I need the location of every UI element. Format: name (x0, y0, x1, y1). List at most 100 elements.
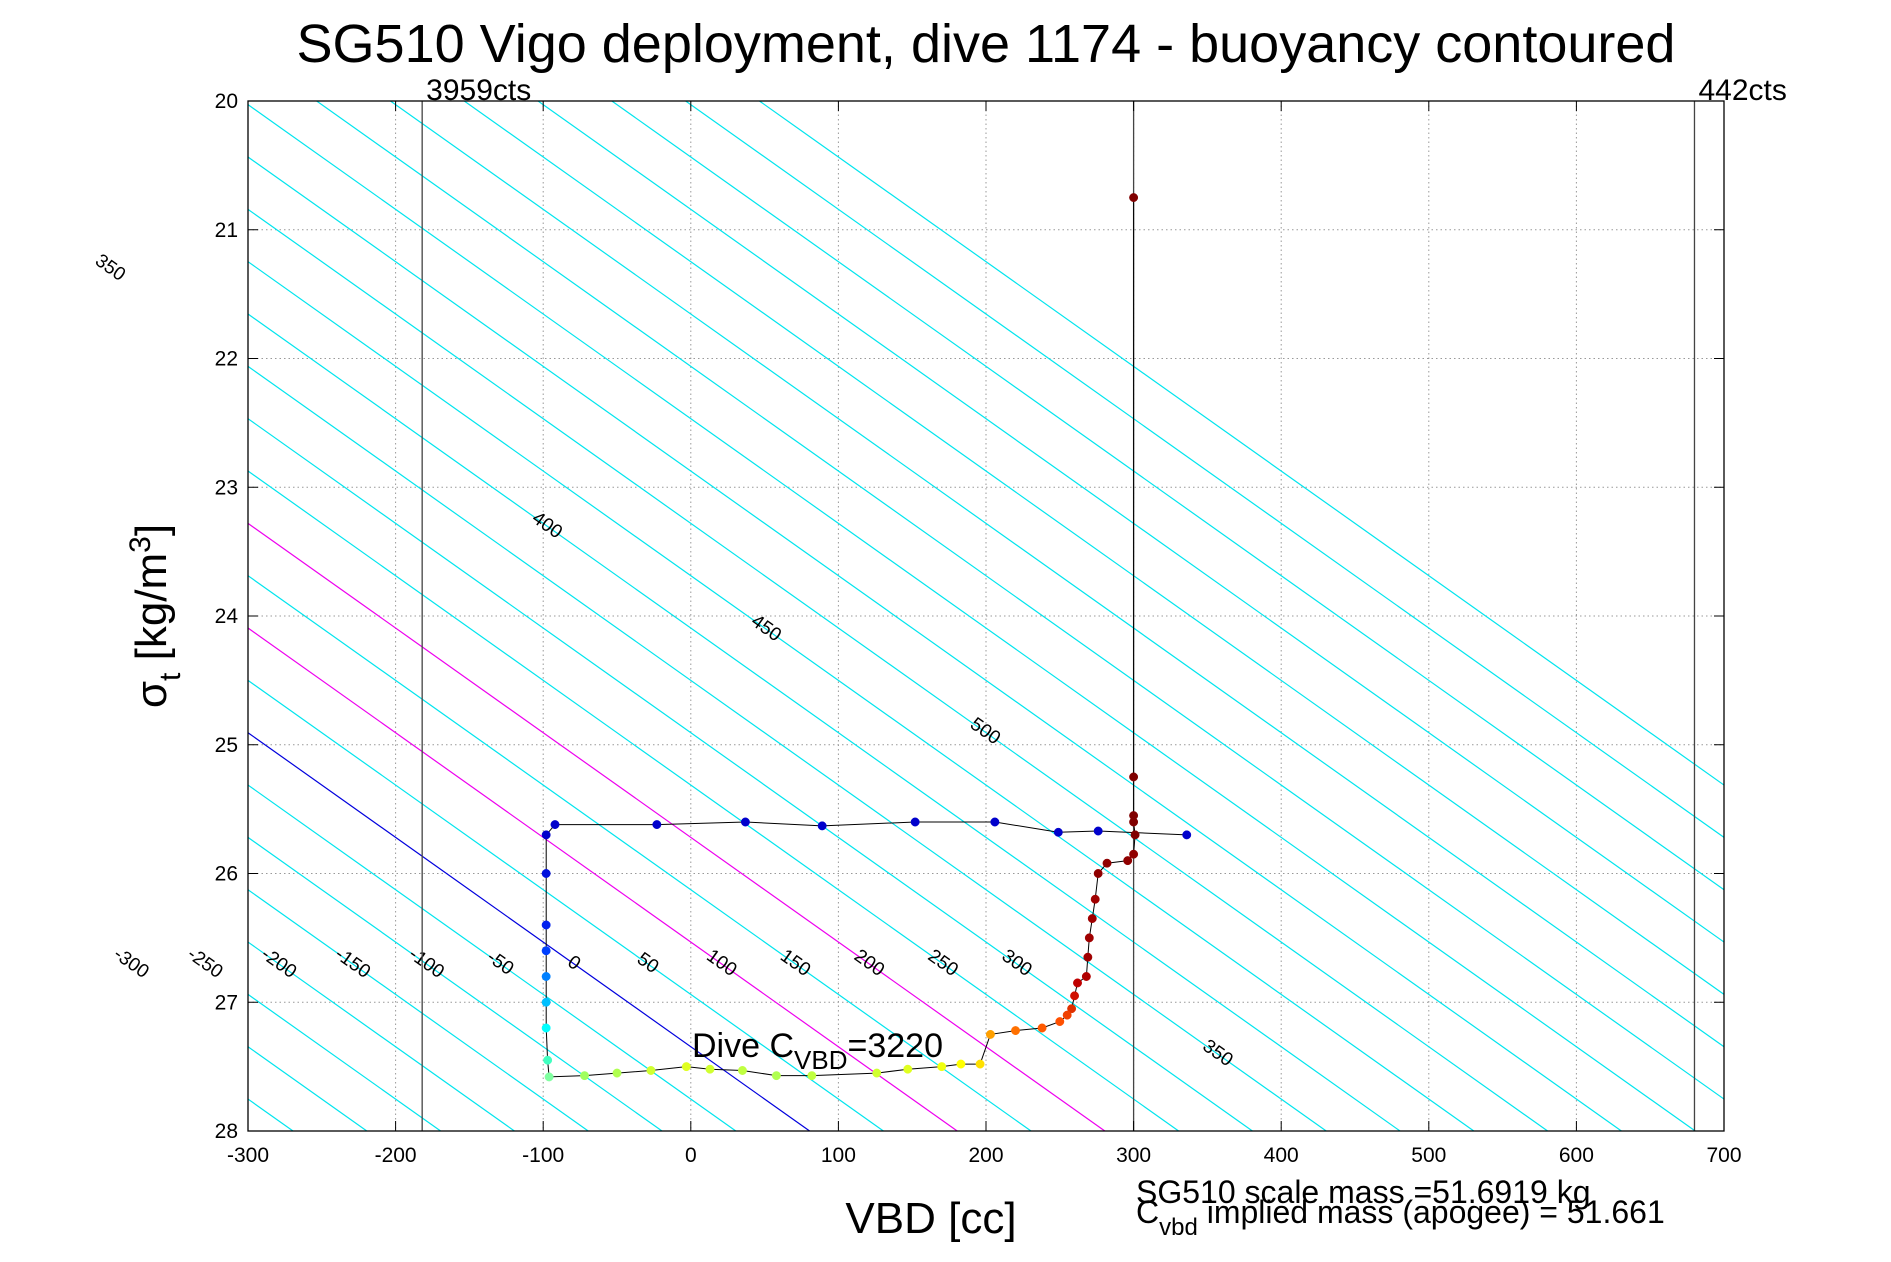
x-tick-label: 100 (821, 1144, 856, 1167)
dive-point (705, 1064, 715, 1074)
dive-point (543, 1055, 553, 1065)
dive-point (1093, 826, 1103, 836)
vbd-limit-label: 442cts (1698, 74, 1786, 107)
y-tick-label: 20 (215, 90, 238, 113)
dive-point (1130, 830, 1140, 840)
contour-label: 350 (91, 250, 129, 285)
buoyancy-contour-line (248, 679, 884, 1131)
buoyancy-contour-line (0, 101, 145, 1131)
dive-point (541, 830, 551, 840)
dive-point (1102, 858, 1112, 868)
dive-point (541, 997, 551, 1007)
dive-point (771, 1071, 781, 1081)
buoyancy-contour-line (463, 101, 1724, 996)
dive-point (1070, 991, 1080, 1001)
dive-point (1090, 894, 1100, 904)
dive-point (681, 1062, 691, 1072)
buoyancy-contour-line (248, 836, 663, 1131)
y-tick-label: 22 (215, 348, 238, 371)
dive-point (910, 817, 920, 827)
chart-title: SG510 Vigo deployment, dive 1174 - buoya… (297, 14, 1676, 74)
y-axis-ticks: 20 21 22 23 24 25 26 27 28 (215, 90, 1724, 1143)
y-tick-label: 21 (215, 219, 238, 242)
dive-point (652, 820, 662, 830)
x-tick-label: -200 (375, 1144, 417, 1167)
buoyancy-contour-line (248, 888, 589, 1131)
dive-point (1037, 1023, 1047, 1033)
y-tick-label: 26 (215, 863, 238, 886)
buoyancy-contour-line (248, 627, 958, 1131)
dive-point (1055, 1017, 1065, 1027)
dive-point (937, 1062, 947, 1072)
x-tick-label: 700 (1706, 1144, 1741, 1167)
contour-label: -300 (110, 944, 153, 983)
dive-point (740, 817, 750, 827)
x-tick-label: 600 (1559, 1144, 1594, 1167)
buoyancy-contour-line (248, 260, 1475, 1131)
dive-point (1081, 972, 1091, 981)
x-tick-label: 400 (1264, 1144, 1299, 1167)
x-tick-label: 200 (968, 1144, 1003, 1167)
x-axis-ticks: -300 -200 -100 0 100 200 300 400 500 600 700 (227, 101, 1742, 1167)
dive-point (1129, 849, 1139, 859)
buoyancy-contour-line (537, 101, 1724, 943)
y-tick-label: 24 (215, 605, 239, 628)
y-tick-label: 25 (215, 734, 238, 757)
dive-point (807, 1071, 817, 1081)
dive-point (541, 920, 551, 930)
x-tick-label: -300 (227, 1144, 269, 1167)
dive-point (1011, 1026, 1020, 1036)
y-axis-label: σt [kg/m3] (124, 524, 187, 708)
buoyancy-contour-line (248, 574, 1032, 1131)
buoyancy-contour-line (248, 941, 515, 1131)
dive-point (541, 972, 551, 981)
dive-point (1129, 772, 1139, 782)
dive-point (541, 946, 551, 956)
buoyancy-contour-line (0, 101, 72, 1131)
dive-path (541, 193, 1192, 1082)
buoyancy-contour-line (248, 784, 737, 1131)
implied-mass-footer: Cvbd implied mass (apogee) = 51.661 (1136, 1194, 1665, 1241)
dive-point (956, 1059, 966, 1069)
scale-mass-footer: SG510 scale mass =51.6919 kg (1136, 1174, 1591, 1210)
dive-point (903, 1064, 913, 1074)
dive-point (544, 1072, 554, 1082)
buoyancy-contour-line (248, 103, 1696, 1131)
x-axis-label: VBD [cc] (845, 1194, 1016, 1243)
dive-point (990, 817, 1000, 827)
dive-point (1093, 869, 1103, 878)
buoyancy-contour-line (759, 101, 1724, 786)
dive-point (1129, 193, 1139, 203)
x-tick-label: 0 (685, 1144, 697, 1167)
dive-point (872, 1068, 882, 1078)
dive-point (646, 1066, 656, 1075)
buoyancy-contour-line (611, 101, 1724, 891)
y-tick-label: 23 (215, 476, 238, 499)
buoyancy-contour-line (248, 313, 1401, 1131)
dive-point (1053, 827, 1063, 837)
buoyancy-contour-line (248, 522, 1106, 1131)
buoyancy-contour-line (316, 101, 1724, 1100)
dive-point (985, 1029, 995, 1039)
dive-point (817, 821, 827, 831)
dive-point (975, 1059, 985, 1069)
dive-point (541, 1023, 551, 1033)
y-tick-label: 28 (215, 1120, 238, 1143)
dive-point (541, 869, 551, 878)
dive-point (1062, 1010, 1072, 1020)
dive-point (1129, 817, 1139, 827)
buoyancy-contour-line (248, 470, 1179, 1131)
y-tick-label: 27 (215, 991, 238, 1014)
dive-cvbd-annotation: Dive CVBD=3220 (692, 1027, 943, 1075)
x-tick-label: 500 (1411, 1144, 1446, 1167)
buoyancy-contour-line (248, 731, 810, 1131)
buoyancy-contour-line (685, 101, 1724, 839)
buoyancy-contour-line (248, 417, 1253, 1131)
x-tick-label: -100 (522, 1144, 564, 1167)
dive-point (1087, 914, 1097, 924)
dive-point (1073, 978, 1082, 988)
contour-label: -250 (183, 944, 226, 983)
dive-point (550, 820, 560, 830)
dive-point (612, 1068, 622, 1078)
